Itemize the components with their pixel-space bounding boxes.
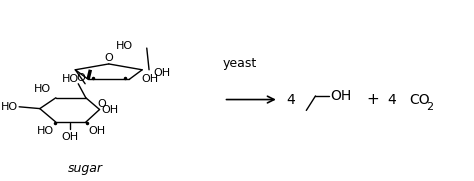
Text: O: O xyxy=(76,73,85,83)
Text: HO: HO xyxy=(116,41,133,51)
Text: yeast: yeast xyxy=(223,57,257,70)
Text: HO: HO xyxy=(36,126,54,136)
Text: CO: CO xyxy=(410,92,430,107)
Text: OH: OH xyxy=(102,104,119,115)
Text: sugar: sugar xyxy=(68,162,103,175)
Text: HO: HO xyxy=(34,84,51,94)
Text: O: O xyxy=(97,99,106,109)
Text: 4: 4 xyxy=(286,92,295,107)
Text: HO: HO xyxy=(0,102,18,112)
Text: OH: OH xyxy=(330,89,351,103)
Text: OH: OH xyxy=(141,74,158,84)
Text: OH: OH xyxy=(88,126,105,136)
Text: +: + xyxy=(366,92,379,107)
Text: OH: OH xyxy=(61,132,78,142)
Text: 2: 2 xyxy=(426,102,433,112)
Text: O: O xyxy=(104,53,113,63)
Text: HO: HO xyxy=(62,74,79,84)
Text: 4: 4 xyxy=(387,92,396,107)
Text: OH: OH xyxy=(154,68,171,78)
